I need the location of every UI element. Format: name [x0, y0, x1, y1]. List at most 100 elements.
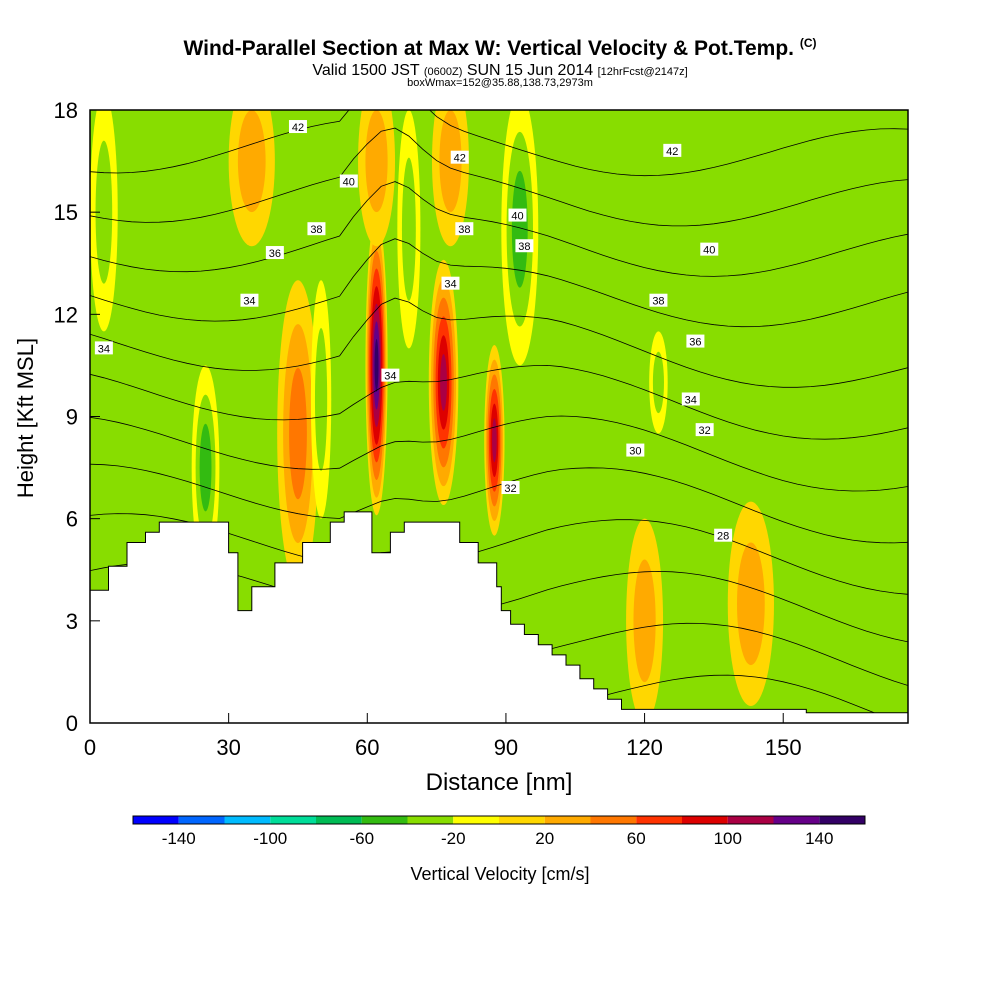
- colorbar-swatch: [133, 816, 179, 824]
- isentrope-label: 38: [307, 222, 326, 236]
- updraft-core: [633, 559, 656, 683]
- isentrope-line: [90, 110, 908, 177]
- colorbar-tick-label: -140: [162, 829, 196, 848]
- updraft-core: [737, 542, 765, 666]
- isentrope-label-bg: [686, 334, 705, 348]
- isentrope-label: 42: [663, 143, 682, 158]
- y-tick-label: 15: [54, 200, 78, 225]
- colorbar-label: Vertical Velocity [cm/s]: [410, 864, 589, 884]
- isentrope-line: [90, 127, 908, 227]
- isentrope-label-bg: [695, 423, 714, 437]
- downdraft-core: [401, 157, 416, 301]
- colorbar: -140 -100 -60 -20 20 60 100 140: [132, 815, 866, 848]
- isentrope-label-text: 42: [454, 153, 466, 165]
- y-tick-label: 0: [66, 711, 78, 736]
- x-tick-label: 150: [765, 735, 802, 760]
- downdraft-core: [314, 327, 328, 471]
- isentrope-label-text: 36: [269, 248, 281, 260]
- colorbar-swatch: [819, 816, 865, 824]
- isentrope-label: 34: [381, 368, 400, 383]
- colorbar-tick-label: -100: [253, 829, 287, 848]
- subtitle-forecast: [12hrFcst@2147z]: [597, 66, 688, 78]
- isentrope-line: [90, 297, 908, 388]
- colorbar-tick-label: 140: [805, 829, 833, 848]
- isentrope-label: 32: [501, 481, 520, 495]
- colorbar-tick-label: -60: [349, 829, 374, 848]
- isentrope-label-text: 34: [685, 394, 697, 406]
- isentrope-label: 36: [686, 334, 705, 349]
- isentrope-label-bg: [663, 143, 682, 157]
- downdraft-core: [652, 351, 664, 414]
- isentrope-label: 38: [515, 239, 534, 253]
- colorbar-swatch: [224, 816, 271, 824]
- isentrope-line: [90, 181, 908, 277]
- colorbar-swatch: [590, 816, 637, 824]
- isentrope-label: 42: [288, 120, 307, 134]
- colorbar-swatch: [361, 816, 408, 824]
- downdraft-core: [199, 423, 212, 512]
- updraft-core: [365, 110, 388, 213]
- x-tick-label: 90: [494, 735, 518, 760]
- isentrope-label: 40: [339, 174, 358, 189]
- chart-title-main: Wind-Parallel Section at Max W: Vertical…: [183, 37, 794, 60]
- colorbar-swatch: [682, 816, 728, 824]
- x-tick-label: 60: [355, 735, 379, 760]
- isentrope-label-bg: [381, 368, 400, 382]
- subtitle-utc-time: (0600Z): [423, 66, 463, 78]
- isentrope-label-bg: [339, 174, 358, 188]
- terrain: [90, 511, 908, 723]
- x-tick-label: 120: [626, 735, 663, 760]
- isentrope-label-text: 38: [652, 296, 664, 308]
- isentrope-label: 40: [508, 208, 527, 223]
- isentrope-label: 28: [714, 528, 733, 543]
- isentrope-label-text: 36: [689, 337, 701, 349]
- y-tick-label: 12: [54, 302, 78, 327]
- colorbar-frame: [132, 815, 866, 825]
- updraft-core: [374, 338, 379, 392]
- isentrope-label: 32: [695, 423, 714, 437]
- copyright-mark: (C): [799, 36, 817, 50]
- isentrope-label-text: 42: [666, 146, 678, 158]
- isentrope-label-text: 40: [703, 245, 715, 257]
- x-tick-label: 30: [216, 735, 240, 760]
- x-tick-label: 0: [84, 735, 96, 760]
- isentrope-line: [90, 415, 908, 492]
- isentrope-label-text: 34: [98, 343, 110, 355]
- y-tick-label: 6: [66, 507, 78, 532]
- updraft-core: [439, 110, 462, 213]
- downdraft-core: [95, 140, 113, 284]
- colorbar-swatch: [636, 816, 682, 824]
- isentrope-label-bg: [515, 239, 534, 253]
- y-tick-label: 3: [66, 609, 78, 634]
- isentrope-label-text: 34: [243, 296, 255, 308]
- y-axis-label: Height [Kft MSL]: [13, 338, 38, 498]
- colorbar-swatch: [727, 816, 774, 824]
- isentrope-label: 30: [626, 443, 645, 458]
- isentrope-label-text: 42: [292, 122, 304, 134]
- colorbar-swatch: [316, 816, 362, 824]
- y-tick-label: 18: [54, 98, 78, 123]
- updraft-core: [440, 354, 447, 411]
- colorbar-tick-label: -20: [441, 829, 466, 848]
- isentrope-label-text: 40: [343, 177, 355, 189]
- isentrope-label: 42: [450, 150, 469, 165]
- y-tick-label: 9: [66, 405, 78, 430]
- colorbar-swatch: [178, 816, 225, 824]
- isentrope-label: 34: [94, 341, 113, 355]
- plot-area: 34 34 36 38 40 42 42 38 34 40 38 34 32 42 40 38 36 34 32 30…: [90, 110, 908, 723]
- x-axis-label: Distance [nm]: [426, 769, 573, 796]
- isentrope-label-text: 38: [518, 241, 530, 253]
- colorbar-swatch: [453, 816, 499, 824]
- isentrope-label-bg: [288, 120, 307, 134]
- isentrope-line: [90, 463, 908, 544]
- colorbar-tick-label: 60: [627, 829, 646, 848]
- colorbar-tick-label: 100: [714, 829, 742, 848]
- chart-boxinfo: boxWmax=152@35.88,138.73,2973m: [407, 77, 593, 89]
- isentrope-label-bg: [240, 293, 259, 307]
- colorbar-swatch: [773, 816, 820, 824]
- colorbar-swatch: [544, 816, 591, 824]
- updraft-core: [492, 418, 497, 463]
- isentrope-label-text: 34: [444, 279, 456, 291]
